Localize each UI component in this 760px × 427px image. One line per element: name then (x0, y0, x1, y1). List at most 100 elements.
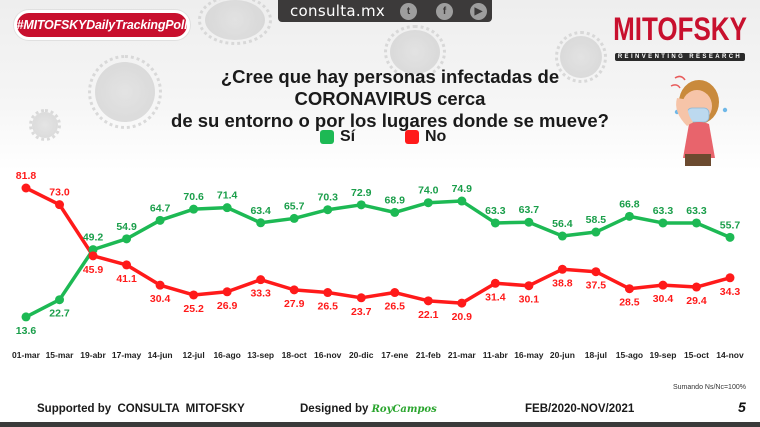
data-label: 72.9 (351, 187, 372, 199)
data-point (323, 205, 333, 215)
legend-swatch-si (320, 130, 334, 144)
line-chart: 01-mar 15-mar 19-abr 17-may 14-jun 12-jul 16-a… (12, 170, 744, 360)
brand-tagline: REINVENTING RESEARCH (614, 53, 746, 61)
data-label: 33.3 (250, 288, 271, 300)
data-point (356, 200, 366, 210)
footnote: Sumando Ns/Nc=100% (673, 384, 746, 391)
data-label: 27.9 (284, 298, 305, 310)
virus-decoration (554, 30, 608, 84)
hashtag-badge: #MITOFSKYDailyTrackingPoll (14, 10, 190, 40)
data-label: 49.2 (83, 232, 104, 244)
virus-decoration (197, 0, 273, 45)
x-tick-label: 01-mar (12, 350, 41, 360)
data-label: 63.7 (519, 204, 540, 216)
x-tick-label: 13-sep (247, 350, 274, 360)
data-point (457, 298, 467, 308)
x-tick-label: 20-jun (550, 350, 575, 360)
x-tick-label: 12-jul (183, 350, 205, 360)
site-link[interactable]: consulta.mx (290, 2, 386, 20)
legend-no: No (405, 128, 446, 146)
data-point (155, 280, 165, 290)
data-label: 55.7 (720, 219, 741, 231)
data-point (390, 288, 400, 298)
data-point (88, 245, 98, 255)
period-range: FEB/2020-NOV/2021 (525, 403, 635, 415)
data-point (55, 295, 65, 305)
question-line-1: ¿Cree que hay personas infectadas de COR… (220, 66, 560, 109)
virus-decoration (384, 24, 446, 80)
data-point (557, 264, 567, 274)
data-label: 63.3 (686, 205, 707, 217)
data-point (55, 200, 65, 210)
data-point (524, 217, 534, 227)
data-label: 73.0 (49, 187, 70, 199)
designer-signature: RoyCampos (371, 404, 437, 415)
data-point (423, 198, 433, 208)
designed-by-label: Designed by (300, 403, 369, 415)
data-point (624, 284, 634, 294)
data-point (189, 204, 199, 214)
data-point (490, 218, 500, 228)
x-tick-label: 16-may (514, 350, 544, 360)
x-tick-label: 14-nov (716, 350, 744, 360)
x-tick-label: 19-sep (649, 350, 676, 360)
data-point (222, 287, 232, 297)
x-tick-label: 20-dic (349, 350, 374, 360)
youtube-icon[interactable]: ▶ (470, 3, 487, 20)
data-label: 70.3 (317, 192, 338, 204)
data-label: 31.4 (485, 291, 506, 303)
x-tick-label: 16-nov (314, 350, 342, 360)
data-point (21, 312, 31, 322)
data-label: 54.9 (116, 221, 137, 233)
data-point (289, 213, 299, 223)
series-line-si (25, 199, 731, 319)
x-tick-label: 21-mar (448, 350, 477, 360)
data-label: 70.6 (183, 191, 204, 203)
x-tick-label: 18-jul (585, 350, 607, 360)
data-point (557, 231, 567, 241)
x-tick-label: 17-may (112, 350, 142, 360)
page-number: 5 (738, 399, 746, 415)
data-point (490, 278, 500, 288)
data-label: 63.3 (653, 205, 674, 217)
data-point (390, 207, 400, 217)
data-label: 63.4 (250, 205, 271, 217)
data-label: 74.0 (418, 185, 439, 197)
data-point (122, 260, 132, 270)
supported-by: Supported by CONSULTA MITOFSKY (37, 403, 245, 415)
x-tick-label: 17-ene (381, 350, 408, 360)
data-label: 25.2 (183, 303, 204, 315)
twitter-icon[interactable]: t (400, 3, 417, 20)
data-point (122, 234, 132, 244)
data-label: 56.4 (552, 218, 573, 230)
x-tick-label: 15-ago (616, 350, 643, 360)
data-label: 38.8 (552, 277, 573, 289)
x-tick-label: 21-feb (416, 350, 441, 360)
data-label: 37.5 (586, 280, 607, 292)
sick-woman-illustration (670, 75, 728, 166)
data-point (591, 227, 601, 237)
designed-by: Designed by RoyCampos (300, 403, 437, 415)
data-label: 71.4 (217, 190, 238, 202)
data-label: 30.1 (519, 294, 540, 306)
virus-decoration (28, 108, 62, 142)
x-tick-label: 11-abr (483, 350, 509, 360)
x-tick-label: 19-abr (80, 350, 106, 360)
top-bar: consulta.mx t f ▶ (278, 0, 492, 22)
x-tick-label: 15-oct (684, 350, 709, 360)
data-point (323, 288, 333, 298)
x-tick-label: 18-oct (282, 350, 307, 360)
data-label: 41.1 (116, 273, 137, 285)
footer-divider (0, 422, 760, 427)
data-point (155, 215, 165, 225)
x-tick-label: 15-mar (46, 350, 75, 360)
series-line-no (25, 186, 731, 305)
data-label: 22.7 (49, 308, 70, 320)
legend-si: Sí (320, 128, 355, 146)
data-label: 65.7 (284, 200, 305, 212)
data-point (524, 281, 534, 291)
facebook-icon[interactable]: f (436, 3, 453, 20)
data-label: 34.3 (720, 286, 741, 298)
data-label: 26.9 (217, 300, 238, 312)
data-point (457, 196, 467, 206)
